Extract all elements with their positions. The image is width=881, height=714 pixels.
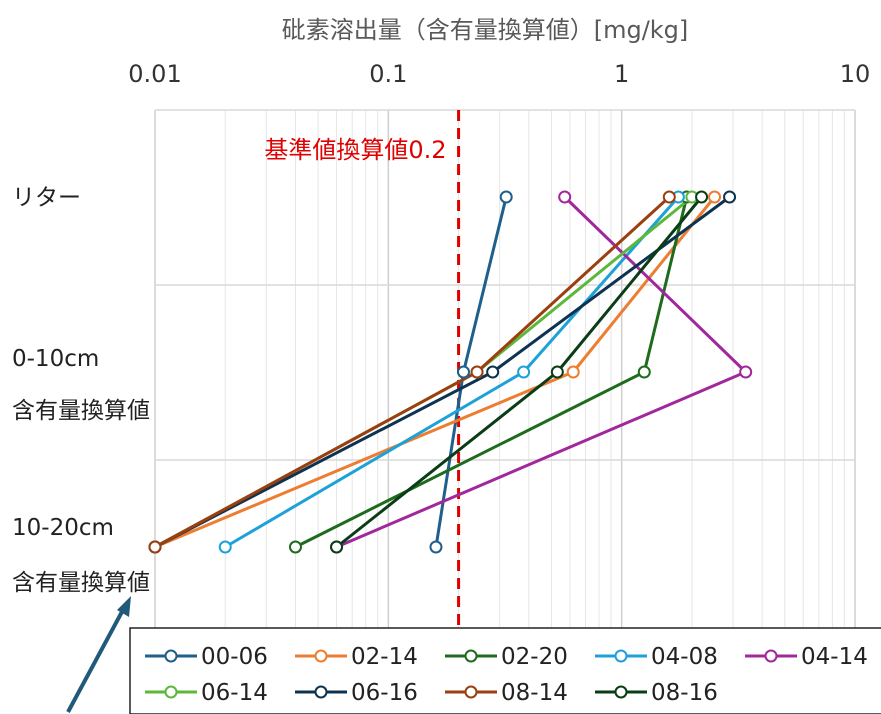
x-tick-labels: 0.01 0.1 1 10 (128, 60, 870, 88)
legend-marker-08-16 (614, 685, 628, 699)
legend-marker-06-16 (314, 685, 328, 699)
x-tick-label: 10 (840, 60, 871, 88)
data-point-04-08 (517, 365, 531, 379)
legend-label-08-14: 08-14 (501, 680, 568, 706)
legend-label-02-20: 02-20 (501, 644, 568, 670)
category-label: 10-20cm (12, 515, 114, 541)
data-point-08-14 (148, 540, 162, 554)
data-point-00-06 (499, 190, 513, 204)
legend-label-08-16: 08-16 (651, 680, 718, 706)
data-point-02-14 (566, 365, 580, 379)
legend-label-06-16: 06-16 (351, 680, 418, 706)
data-point-06-16 (723, 190, 737, 204)
series-group (148, 190, 753, 554)
x-tick-label: 1 (614, 60, 629, 88)
arrow-head (117, 596, 131, 617)
reference-line-group: 基準値換算値0.2 (264, 110, 461, 635)
legend-label-04-14: 04-14 (801, 644, 868, 670)
legend-label-00-06: 00-06 (201, 644, 268, 670)
arrow-shaft (66, 607, 126, 713)
data-point-04-14 (558, 190, 572, 204)
data-point-08-16 (695, 190, 709, 204)
chart-title: 砒素溶出量（含有量換算値）[mg/kg] (282, 16, 689, 44)
data-point-04-08 (218, 540, 232, 554)
data-point-08-16 (330, 540, 344, 554)
data-point-00-06 (457, 365, 471, 379)
data-point-06-16 (486, 365, 500, 379)
legend-marker-02-14 (314, 649, 328, 663)
category-label: 0-10cm (12, 346, 99, 372)
category-label: リター (12, 185, 81, 211)
category-label: 含有量換算値 (12, 570, 150, 596)
legend-marker-04-14 (764, 649, 778, 663)
data-point-04-14 (739, 365, 753, 379)
legend-marker-02-20 (464, 649, 478, 663)
legend-box (129, 627, 881, 714)
legend-marker-06-14 (164, 685, 178, 699)
x-tick-label: 0.1 (369, 60, 407, 88)
data-point-00-06 (429, 540, 443, 554)
data-point-02-20 (637, 365, 651, 379)
legend-label-02-14: 02-14 (351, 644, 418, 670)
legend-label-06-14: 06-14 (201, 680, 268, 706)
legend-marker-00-06 (164, 649, 178, 663)
arrow-annotation (66, 596, 131, 713)
data-point-08-14 (662, 190, 676, 204)
category-labels: リター 0-10cm 含有量換算値 10-20cm 含有量換算値 (12, 185, 150, 596)
series-line-08-14 (154, 195, 671, 549)
category-label: 含有量換算値 (12, 398, 150, 424)
x-tick-label: 0.01 (128, 60, 181, 88)
legend-marker-08-14 (464, 685, 478, 699)
legend: 00-06 02-14 02-20 04-08 04-14 06-14 06-16 08-14… (129, 627, 881, 714)
data-point-08-16 (550, 365, 564, 379)
legend-marker-04-08 (614, 649, 628, 663)
data-point-02-14 (708, 190, 722, 204)
reference-line-label: 基準値換算値0.2 (264, 136, 446, 164)
data-point-08-14 (470, 365, 484, 379)
data-point-02-20 (288, 540, 302, 554)
legend-label-04-08: 04-08 (651, 644, 718, 670)
